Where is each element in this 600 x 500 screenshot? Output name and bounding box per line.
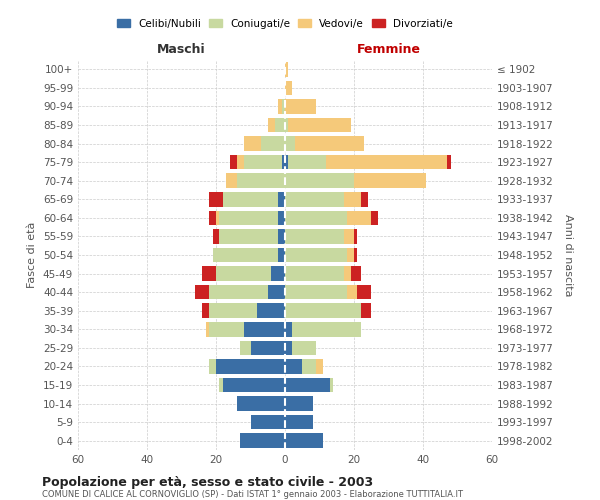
Bar <box>216 210 220 225</box>
Bar <box>285 118 289 132</box>
Bar <box>285 359 302 374</box>
Bar <box>295 136 364 151</box>
Bar <box>285 155 289 170</box>
Bar <box>209 210 216 225</box>
Bar <box>209 304 257 318</box>
Bar <box>202 266 216 281</box>
Bar <box>212 229 220 244</box>
Text: Popolazione per età, sesso e stato civile - 2003: Popolazione per età, sesso e stato civil… <box>42 476 373 489</box>
Bar <box>354 229 358 244</box>
Bar <box>206 322 209 336</box>
Bar <box>285 434 323 448</box>
Bar <box>281 99 285 114</box>
Bar <box>251 415 285 430</box>
Bar <box>278 192 285 206</box>
Bar <box>285 62 289 76</box>
Bar <box>240 340 251 355</box>
Bar <box>347 248 354 262</box>
Bar <box>230 155 237 170</box>
Bar <box>237 396 285 411</box>
Bar <box>244 136 261 151</box>
Bar <box>285 340 292 355</box>
Text: COMUNE DI CALICE AL CORNOVIGLIO (SP) - Dati ISTAT 1° gennaio 2003 - Elaborazione: COMUNE DI CALICE AL CORNOVIGLIO (SP) - D… <box>42 490 463 499</box>
Bar <box>244 155 281 170</box>
Bar <box>237 174 285 188</box>
Bar <box>285 285 347 300</box>
Bar <box>268 285 285 300</box>
Bar <box>285 396 313 411</box>
Y-axis label: Fasce di età: Fasce di età <box>28 222 37 288</box>
Bar <box>257 304 285 318</box>
Bar <box>285 229 344 244</box>
Bar <box>268 118 275 132</box>
Bar <box>202 304 209 318</box>
Bar <box>285 136 295 151</box>
Bar <box>292 322 361 336</box>
Y-axis label: Anni di nascita: Anni di nascita <box>563 214 573 296</box>
Text: Femmine: Femmine <box>356 44 421 57</box>
Bar <box>209 285 268 300</box>
Bar <box>285 378 330 392</box>
Bar <box>251 340 285 355</box>
Text: Maschi: Maschi <box>157 44 206 57</box>
Bar <box>285 248 347 262</box>
Bar <box>358 285 371 300</box>
Bar <box>371 210 378 225</box>
Bar <box>244 322 285 336</box>
Bar <box>302 359 316 374</box>
Bar <box>344 266 350 281</box>
Bar <box>316 359 323 374</box>
Bar <box>292 340 316 355</box>
Bar <box>285 80 292 95</box>
Bar <box>209 359 216 374</box>
Bar <box>285 99 316 114</box>
Bar <box>237 155 244 170</box>
Bar <box>271 266 285 281</box>
Bar <box>278 248 285 262</box>
Bar <box>216 266 271 281</box>
Bar <box>344 192 361 206</box>
Bar <box>223 378 285 392</box>
Bar <box>289 118 350 132</box>
Bar <box>350 266 361 281</box>
Bar <box>285 322 292 336</box>
Bar <box>347 210 371 225</box>
Bar <box>278 210 285 225</box>
Bar <box>220 210 278 225</box>
Bar <box>223 192 278 206</box>
Bar <box>285 415 313 430</box>
Bar <box>330 378 334 392</box>
Bar <box>226 174 237 188</box>
Bar <box>275 118 285 132</box>
Bar <box>285 266 344 281</box>
Bar <box>281 155 285 170</box>
Bar <box>278 229 285 244</box>
Bar <box>361 304 371 318</box>
Bar <box>354 248 358 262</box>
Bar <box>285 210 347 225</box>
Bar <box>344 229 354 244</box>
Bar <box>240 434 285 448</box>
Bar <box>354 174 427 188</box>
Bar <box>196 285 209 300</box>
Bar <box>285 192 344 206</box>
Bar <box>285 174 354 188</box>
Bar <box>220 378 223 392</box>
Bar <box>212 248 278 262</box>
Legend: Celibi/Nubili, Coniugati/e, Vedovi/e, Divorziati/e: Celibi/Nubili, Coniugati/e, Vedovi/e, Di… <box>113 14 457 33</box>
Bar <box>209 322 244 336</box>
Bar <box>289 155 326 170</box>
Bar <box>326 155 447 170</box>
Bar <box>361 192 368 206</box>
Bar <box>347 285 358 300</box>
Bar <box>216 359 285 374</box>
Bar <box>209 192 223 206</box>
Bar <box>285 304 361 318</box>
Bar <box>447 155 451 170</box>
Bar <box>261 136 285 151</box>
Bar <box>278 99 281 114</box>
Bar <box>220 229 278 244</box>
